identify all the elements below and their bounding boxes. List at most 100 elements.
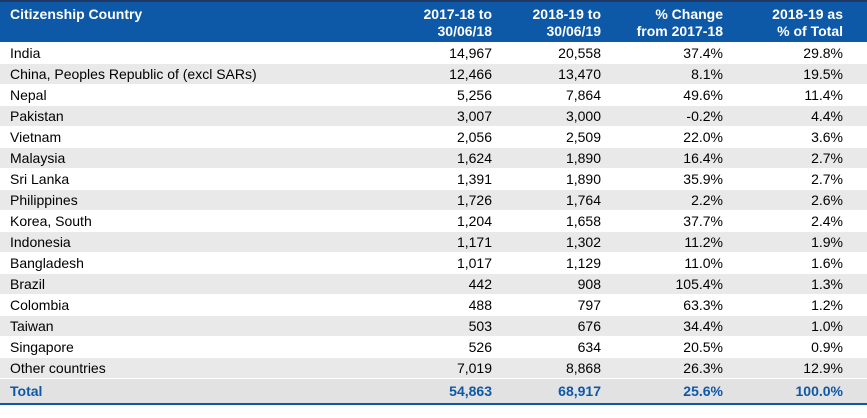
pct-change-cell: 16.4% (610, 147, 733, 169)
value-2017-18-cell: 2,056 (390, 126, 500, 148)
country-cell: India (0, 42, 390, 64)
pct-of-total-cell: 29.8% (733, 42, 867, 64)
value-2017-18-cell: 442 (390, 273, 500, 295)
value-2017-18-cell: 5,256 (390, 84, 500, 106)
col-header-2017-18: 2017-18 to 30/06/18 (390, 2, 500, 43)
country-cell: Brazil (0, 273, 390, 295)
col-header-line: 30/06/18 (437, 23, 493, 39)
table-row: Other countries 7,019 8,868 26.3% 12.9% (0, 357, 867, 379)
value-2018-19-cell: 2,509 (500, 126, 610, 148)
value-2018-19-cell: 8,868 (500, 357, 610, 379)
country-cell: Bangladesh (0, 252, 390, 274)
citizenship-country-table-container: Citizenship Country 2017-18 to 30/06/18 … (0, 0, 867, 405)
pct-change-cell: 20.5% (610, 336, 733, 358)
pct-of-total-cell: 11.4% (733, 84, 867, 106)
pct-change-cell: 2.2% (610, 189, 733, 211)
value-2018-19-cell: 1,302 (500, 231, 610, 253)
table-row: India 14,967 20,558 37.4% 29.8% (0, 42, 867, 64)
value-2017-18-cell: 526 (390, 336, 500, 358)
country-cell: Philippines (0, 189, 390, 211)
value-2017-18-cell: 1,204 (390, 210, 500, 232)
col-header-2018-19: 2018-19 to 30/06/19 (500, 2, 610, 43)
value-2018-19-cell: 1,890 (500, 147, 610, 169)
total-value-2018-19: 68,917 (500, 378, 610, 405)
col-header-line: 30/06/19 (546, 23, 602, 39)
table-row: Indonesia 1,171 1,302 11.2% 1.9% (0, 231, 867, 253)
pct-change-cell: 34.4% (610, 315, 733, 337)
table-row: Singapore 526 634 20.5% 0.9% (0, 336, 867, 358)
pct-change-cell: 11.0% (610, 252, 733, 274)
value-2018-19-cell: 20,558 (500, 42, 610, 64)
value-2017-18-cell: 14,967 (390, 42, 500, 64)
table-header: Citizenship Country 2017-18 to 30/06/18 … (0, 2, 867, 43)
value-2018-19-cell: 634 (500, 336, 610, 358)
value-2017-18-cell: 1,017 (390, 252, 500, 274)
table-row: Taiwan 503 676 34.4% 1.0% (0, 315, 867, 337)
value-2018-19-cell: 7,864 (500, 84, 610, 106)
pct-of-total-cell: 1.0% (733, 315, 867, 337)
value-2017-18-cell: 1,726 (390, 189, 500, 211)
value-2018-19-cell: 3,000 (500, 105, 610, 127)
country-cell: Pakistan (0, 105, 390, 127)
pct-change-cell: 11.2% (610, 231, 733, 253)
col-header-line: 2018-19 as (772, 6, 843, 22)
table-row: Vietnam 2,056 2,509 22.0% 3.6% (0, 126, 867, 148)
table-row: Bangladesh 1,017 1,129 11.0% 1.6% (0, 252, 867, 274)
table-row: Sri Lanka 1,391 1,890 35.9% 2.7% (0, 168, 867, 190)
table-body: India 14,967 20,558 37.4% 29.8% China, P… (0, 42, 867, 379)
pct-of-total-cell: 2.7% (733, 147, 867, 169)
table-footer: Total 54,863 68,917 25.6% 100.0% (0, 378, 867, 405)
pct-change-cell: 22.0% (610, 126, 733, 148)
col-header-line: from 2017-18 (636, 23, 723, 39)
value-2017-18-cell: 12,466 (390, 63, 500, 85)
pct-change-cell: 8.1% (610, 63, 733, 85)
table-row: Colombia 488 797 63.3% 1.2% (0, 294, 867, 316)
total-pct-change: 25.6% (610, 378, 733, 405)
total-value-2017-18: 54,863 (390, 378, 500, 405)
total-pct-of-total: 100.0% (733, 378, 867, 405)
country-cell: Malaysia (0, 147, 390, 169)
value-2017-18-cell: 503 (390, 315, 500, 337)
table-row: Korea, South 1,204 1,658 37.7% 2.4% (0, 210, 867, 232)
header-row: Citizenship Country 2017-18 to 30/06/18 … (0, 2, 867, 43)
pct-of-total-cell: 19.5% (733, 63, 867, 85)
col-header-line: 2018-19 to (532, 6, 601, 22)
table-row: Nepal 5,256 7,864 49.6% 11.4% (0, 84, 867, 106)
pct-of-total-cell: 4.4% (733, 105, 867, 127)
pct-of-total-cell: 3.6% (733, 126, 867, 148)
table-row: China, Peoples Republic of (excl SARs) 1… (0, 63, 867, 85)
pct-of-total-cell: 12.9% (733, 357, 867, 379)
value-2017-18-cell: 488 (390, 294, 500, 316)
col-header-line: % of Total (777, 23, 843, 39)
value-2017-18-cell: 3,007 (390, 105, 500, 127)
pct-of-total-cell: 1.3% (733, 273, 867, 295)
value-2017-18-cell: 7,019 (390, 357, 500, 379)
country-cell: Nepal (0, 84, 390, 106)
value-2017-18-cell: 1,624 (390, 147, 500, 169)
value-2018-19-cell: 1,129 (500, 252, 610, 274)
country-cell: Sri Lanka (0, 168, 390, 190)
value-2018-19-cell: 797 (500, 294, 610, 316)
pct-change-cell: 37.7% (610, 210, 733, 232)
country-cell: Other countries (0, 357, 390, 379)
pct-of-total-cell: 1.9% (733, 231, 867, 253)
table-row: Malaysia 1,624 1,890 16.4% 2.7% (0, 147, 867, 169)
pct-change-cell: 63.3% (610, 294, 733, 316)
value-2018-19-cell: 1,764 (500, 189, 610, 211)
country-cell: Colombia (0, 294, 390, 316)
col-header-pct-change: % Change from 2017-18 (610, 2, 733, 43)
pct-change-cell: 26.3% (610, 357, 733, 379)
pct-change-cell: 105.4% (610, 273, 733, 295)
col-header-line: 2017-18 to (423, 6, 492, 22)
col-header-line: % Change (655, 6, 723, 22)
country-cell: China, Peoples Republic of (excl SARs) (0, 63, 390, 85)
table-row: Brazil 442 908 105.4% 1.3% (0, 273, 867, 295)
pct-of-total-cell: 2.4% (733, 210, 867, 232)
value-2018-19-cell: 1,658 (500, 210, 610, 232)
value-2018-19-cell: 1,890 (500, 168, 610, 190)
value-2018-19-cell: 13,470 (500, 63, 610, 85)
pct-of-total-cell: 2.7% (733, 168, 867, 190)
table-row: Pakistan 3,007 3,000 -0.2% 4.4% (0, 105, 867, 127)
pct-change-cell: 49.6% (610, 84, 733, 106)
citizenship-country-table: Citizenship Country 2017-18 to 30/06/18 … (0, 2, 867, 405)
